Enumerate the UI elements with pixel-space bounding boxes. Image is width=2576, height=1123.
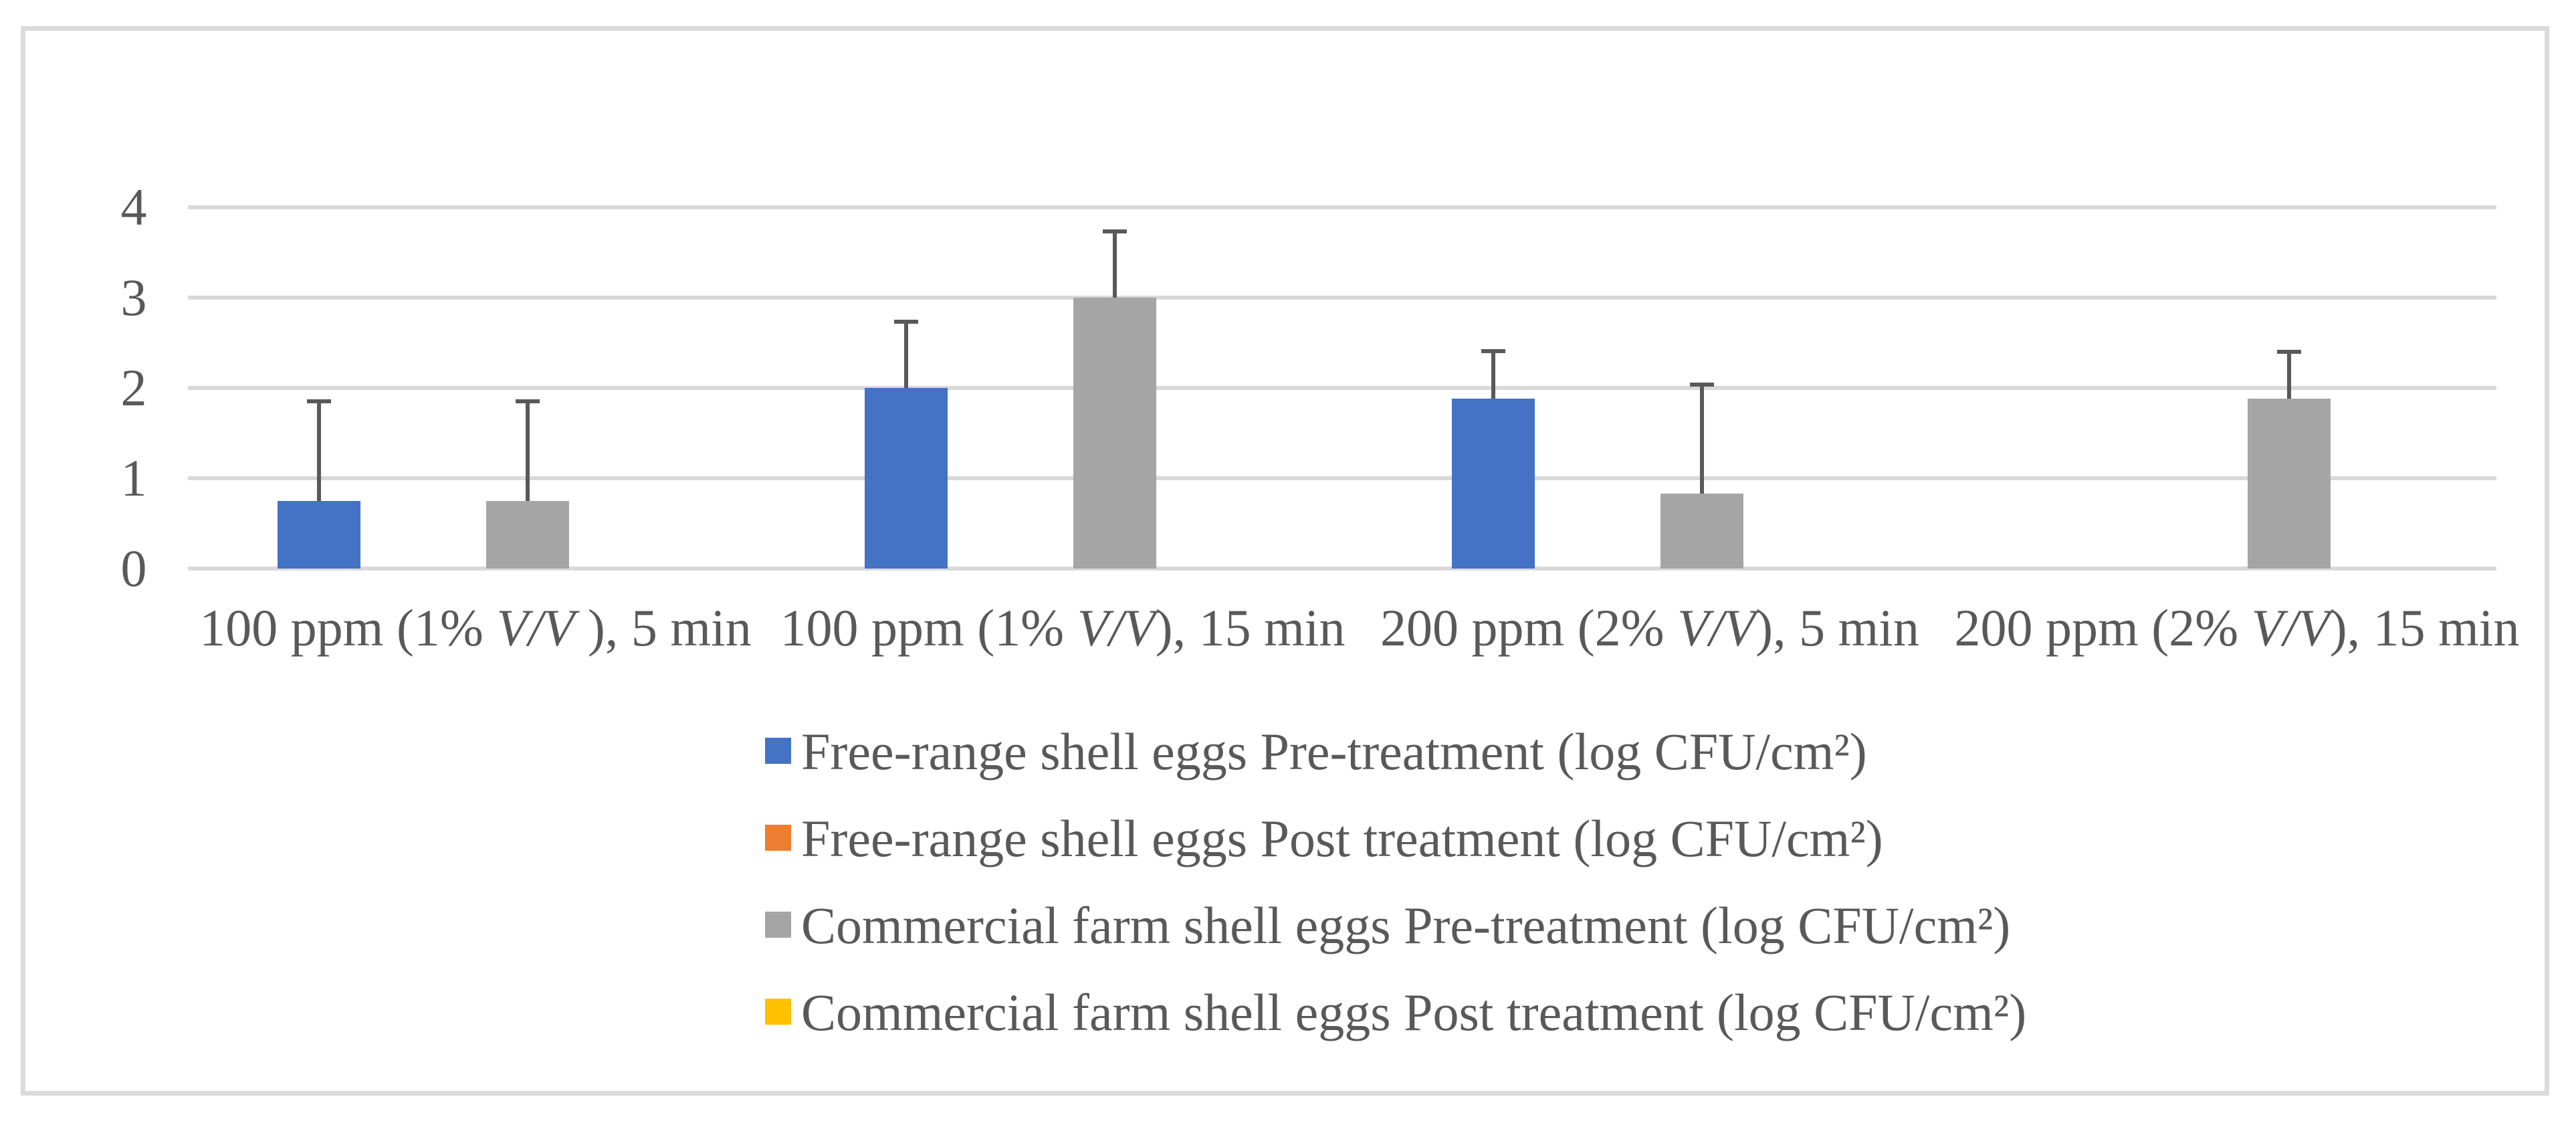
x-axis-category-label-2: 100 ppm (1% V/V), 15 min: [661, 602, 1464, 654]
legend-label-series4: Commercial farm shell eggs Post treatmen…: [801, 983, 2027, 1041]
category-label-vv-ratio: V/V: [1077, 599, 1156, 657]
legend-swatch-series4: [765, 999, 791, 1025]
error-bar-cap-series1-category1: [307, 399, 331, 404]
legend-swatch-series2: [765, 825, 791, 851]
y-axis-tick-label-1: 1: [120, 449, 147, 507]
legend-label-series1: Free-range shell eggs Pre-treatment (log…: [801, 722, 1867, 781]
bar-series3-category4: [2248, 399, 2331, 569]
category-label-prefix: 100 ppm (1%: [780, 599, 1077, 657]
error-bar-stem-series3-category1: [526, 401, 530, 501]
legend-swatch-series3: [765, 912, 791, 938]
x-axis-category-label-4: 200 ppm (2% V/V), 15 min: [1836, 602, 2576, 654]
y-axis-tick-label-3: 3: [120, 268, 147, 326]
gridline-y-4: [188, 205, 2496, 209]
category-label-prefix: 100 ppm (1%: [199, 599, 497, 657]
bar-series1-category2: [865, 388, 948, 569]
gridline-y-0: [188, 567, 2496, 571]
gridline-y-3: [188, 296, 2496, 300]
category-label-suffix: ), 5 min: [1755, 599, 1919, 657]
error-bar-stem-series3-category3: [1700, 384, 1704, 494]
bar-series3-category1: [486, 501, 569, 569]
error-bar-stem-series3-category2: [1113, 231, 1117, 298]
gridline-y-2: [188, 386, 2496, 390]
y-axis-tick-label-2: 2: [120, 359, 147, 417]
category-label-prefix: 200 ppm (2%: [1380, 599, 1678, 657]
error-bar-cap-series3-category3: [1690, 382, 1714, 387]
x-axis-category-label-3: 200 ppm (2% V/V), 5 min: [1249, 602, 2051, 654]
legend-label-series2: Free-range shell eggs Post treatment (lo…: [801, 809, 1883, 867]
bar-series3-category3: [1660, 494, 1743, 569]
category-label-prefix: 200 ppm (2%: [1954, 599, 2252, 657]
legend-label-series3: Commercial farm shell eggs Pre-treatment…: [801, 896, 2011, 954]
category-label-suffix: ), 15 min: [2329, 599, 2520, 657]
error-bar-cap-series1-category2: [894, 320, 918, 324]
error-bar-stem-series3-category4: [2287, 352, 2291, 399]
x-axis-category-label-1: 100 ppm (1% V/V ), 5 min: [74, 602, 877, 654]
category-label-vv-ratio: V/V: [1677, 599, 1756, 657]
chart-border-frame: [21, 26, 2549, 1096]
error-bar-stem-series1-category3: [1491, 350, 1495, 399]
legend-swatch-series1: [765, 738, 791, 764]
y-axis-tick-label-0: 0: [120, 539, 147, 597]
category-label-suffix: ), 5 min: [574, 599, 752, 657]
error-bar-cap-series3-category1: [516, 399, 540, 404]
bar-series1-category3: [1452, 399, 1535, 569]
category-label-vv-ratio: V/V: [496, 599, 575, 657]
error-bar-cap-series3-category2: [1103, 229, 1127, 234]
gridline-y-1: [188, 476, 2496, 480]
y-axis-tick-label-4: 4: [120, 178, 147, 236]
error-bar-cap-series1-category3: [1481, 348, 1505, 353]
error-bar-stem-series1-category1: [317, 401, 321, 501]
error-bar-cap-series3-category4: [2277, 350, 2301, 354]
bar-series3-category2: [1073, 298, 1156, 569]
bar-series1-category1: [278, 501, 360, 569]
category-label-vv-ratio: V/V: [2251, 599, 2330, 657]
error-bar-stem-series1-category2: [904, 322, 908, 388]
category-label-suffix: ), 15 min: [1155, 599, 1346, 657]
